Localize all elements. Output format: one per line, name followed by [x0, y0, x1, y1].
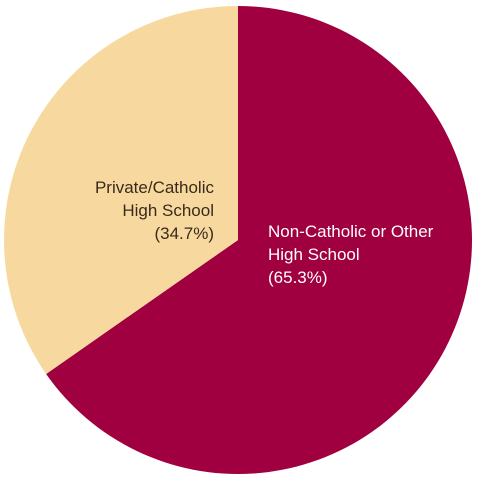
- slice-label-1-line-2: (34.7%): [154, 224, 214, 243]
- slice-label-0-line-1: High School: [268, 245, 360, 264]
- slice-label-0-line-2: (65.3%): [268, 268, 328, 287]
- pie-slices: [3, 6, 472, 474]
- slice-label-1-line-1: High School: [122, 201, 214, 220]
- pie-slice-0: [46, 6, 472, 474]
- slice-label-0-line-0: Non-Catholic or Other: [268, 222, 434, 241]
- pie-labels: Non-Catholic or Other High School (65.3%) P…: [95, 178, 434, 287]
- slice-label-1: Private/Catholic High School (34.7%): [95, 178, 215, 243]
- slice-label-1-line-0: Private/Catholic: [95, 178, 215, 197]
- slice-label-0: Non-Catholic or Other High School (65.3%): [268, 222, 434, 287]
- pie-slice-1: [3, 6, 239, 374]
